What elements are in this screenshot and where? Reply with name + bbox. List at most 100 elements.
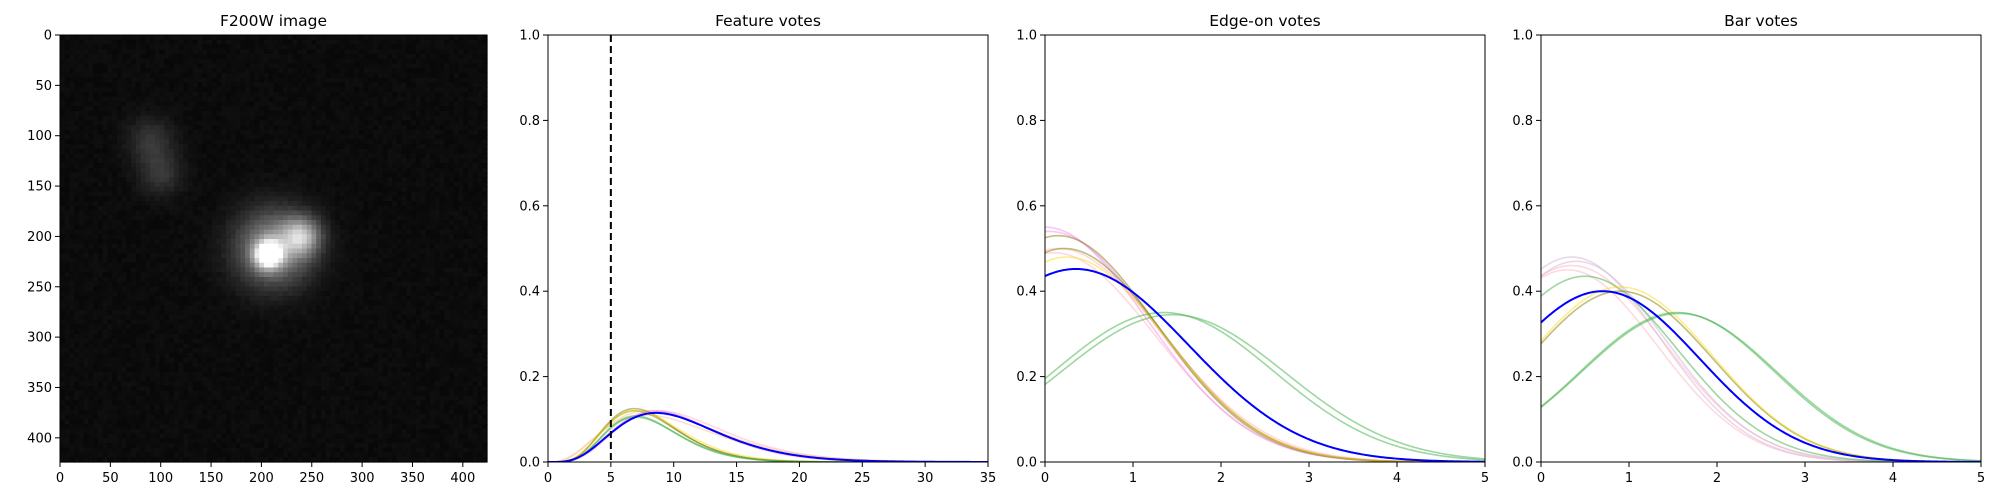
image-pixel — [93, 72, 99, 79]
image-pixel — [339, 68, 346, 74]
image-pixel — [472, 182, 479, 188]
image-pixel — [140, 272, 146, 278]
image-pixel — [74, 53, 80, 60]
image-pixel — [335, 96, 341, 103]
image-pixel — [154, 239, 161, 245]
image-pixel — [173, 286, 180, 292]
image-pixel — [468, 35, 474, 41]
image-pixel — [301, 186, 308, 193]
image-pixel — [311, 125, 317, 131]
image-pixel — [97, 172, 104, 178]
image-pixel — [183, 267, 189, 273]
image-pixel — [425, 186, 431, 193]
image-pixel — [463, 39, 469, 46]
image-pixel — [268, 163, 275, 169]
image-pixel — [477, 39, 483, 46]
image-pixel — [78, 210, 85, 216]
image-pixel — [301, 281, 308, 288]
image-pixel — [444, 196, 450, 202]
image-pixel — [453, 39, 460, 46]
image-pixel — [468, 172, 474, 178]
image-pixel — [439, 39, 445, 46]
image-pixel — [107, 201, 113, 207]
image-pixel — [173, 243, 180, 250]
image-pixel — [169, 234, 175, 240]
image-pixel — [415, 49, 422, 55]
image-pixel — [173, 120, 180, 126]
image-pixel — [140, 234, 146, 240]
image-pixel — [173, 215, 180, 221]
image-pixel — [335, 82, 341, 88]
image-pixel — [78, 63, 85, 69]
image-pixel — [377, 253, 384, 259]
image-pixel — [458, 243, 464, 250]
image-pixel — [482, 224, 488, 231]
image-pixel — [282, 115, 289, 121]
image-pixel — [140, 276, 146, 283]
image-pixel — [112, 243, 118, 250]
image-pixel — [249, 172, 256, 178]
image-pixel — [339, 210, 346, 216]
image-pixel — [387, 77, 393, 84]
image-pixel — [335, 153, 341, 159]
image-pixel — [411, 87, 417, 93]
image-pixel — [415, 281, 422, 288]
image-pixel — [150, 125, 156, 131]
image-pixel — [221, 153, 227, 159]
image-pixel — [468, 182, 474, 188]
image-pixel — [273, 115, 279, 121]
image-pixel — [245, 68, 251, 74]
image-pixel — [169, 248, 175, 254]
image-pixel — [192, 229, 199, 235]
image-pixel — [311, 201, 317, 207]
image-pixel — [131, 220, 137, 226]
image-pixel — [420, 153, 426, 159]
image-pixel — [154, 63, 161, 69]
image-pixel — [268, 106, 275, 112]
image-pixel — [273, 129, 279, 136]
image-pixel — [420, 229, 426, 235]
image-pixel — [135, 163, 142, 169]
image-pixel — [282, 201, 289, 207]
image-pixel — [235, 224, 241, 231]
image-pixel — [221, 276, 227, 283]
image-pixel — [254, 239, 260, 245]
image-pixel — [392, 110, 398, 117]
image-pixel — [377, 68, 384, 74]
image-pixel — [339, 87, 346, 93]
image-pixel — [306, 210, 313, 216]
image-pixel — [377, 158, 384, 164]
image-pixel — [207, 262, 213, 269]
image-pixel — [245, 239, 251, 245]
image-pixel — [292, 106, 298, 112]
image-pixel — [368, 39, 374, 46]
image-pixel — [164, 106, 170, 112]
image-pixel — [415, 167, 422, 174]
image-pixel — [126, 295, 132, 302]
image-pixel — [382, 182, 388, 188]
image-pixel — [69, 267, 75, 273]
image-pixel — [88, 224, 94, 231]
image-pixel — [458, 229, 464, 235]
image-pixel — [83, 276, 90, 283]
image-pixel — [97, 248, 104, 254]
image-pixel — [282, 272, 289, 278]
image-pixel — [444, 148, 450, 155]
image-pixel — [121, 291, 128, 297]
image-pixel — [131, 191, 137, 197]
image-pixel — [74, 115, 80, 121]
image-pixel — [387, 101, 393, 107]
image-pixel — [482, 182, 488, 188]
image-pixel — [197, 291, 203, 297]
image-pixel — [392, 58, 398, 65]
image-pixel — [249, 139, 256, 145]
image-pixel — [264, 120, 270, 126]
image-pixel — [273, 35, 279, 41]
image-pixel — [278, 201, 284, 207]
image-pixel — [411, 96, 417, 103]
image-pixel — [453, 167, 460, 174]
image-pixel — [230, 281, 237, 288]
image-pixel — [292, 267, 298, 273]
image-pixel — [316, 63, 322, 69]
image-pixel — [240, 148, 246, 155]
